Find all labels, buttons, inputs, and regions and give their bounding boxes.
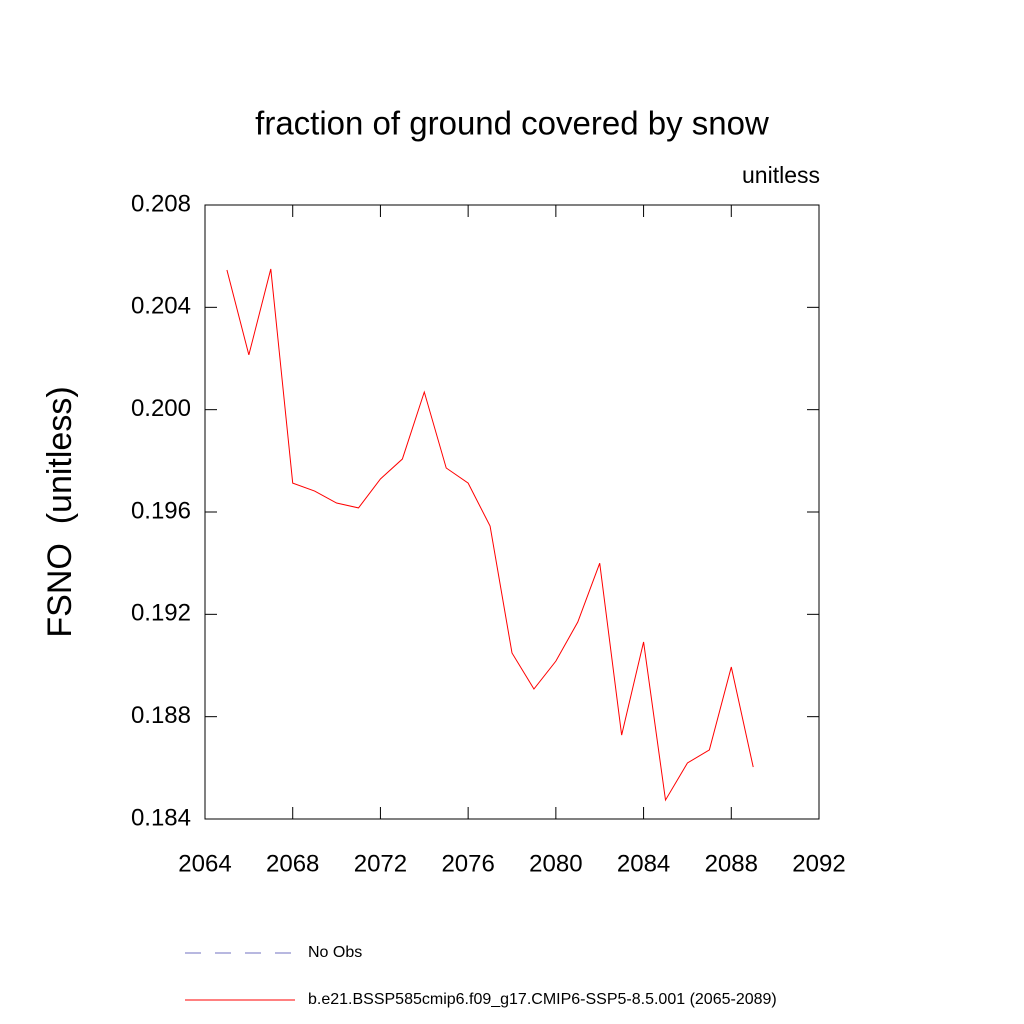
y-tick-label: 0.200 [131, 395, 191, 422]
x-tick-label: 2064 [178, 850, 231, 877]
chart-title: fraction of ground covered by snow [255, 105, 769, 142]
y-axis-title: FSNO (unitless) [41, 386, 79, 637]
x-tick-label: 2072 [354, 850, 407, 877]
x-tick-label: 2068 [266, 850, 319, 877]
y-tick-label: 0.204 [131, 293, 191, 320]
x-tick-label: 2092 [792, 850, 845, 877]
x-tick-label: 2084 [617, 850, 670, 877]
y-tick-label: 0.196 [131, 497, 191, 524]
y-tick-label: 0.192 [131, 600, 191, 627]
legend-label: b.e21.BSSP585cmip6.f09_g17.CMIP6-SSP5-8.… [308, 991, 777, 1008]
y-tick-label: 0.208 [131, 190, 191, 217]
plot-frame [204, 204, 820, 820]
y-tick-label: 0.188 [131, 702, 191, 729]
legend-label: No Obs [308, 944, 362, 961]
x-tick-label: 2080 [529, 850, 582, 877]
series-line [226, 268, 754, 802]
y-tick-label: 0.184 [131, 804, 191, 831]
x-tick-label: 2088 [705, 850, 758, 877]
units-label: unitless [742, 162, 820, 188]
x-tick-label: 2076 [441, 850, 494, 877]
